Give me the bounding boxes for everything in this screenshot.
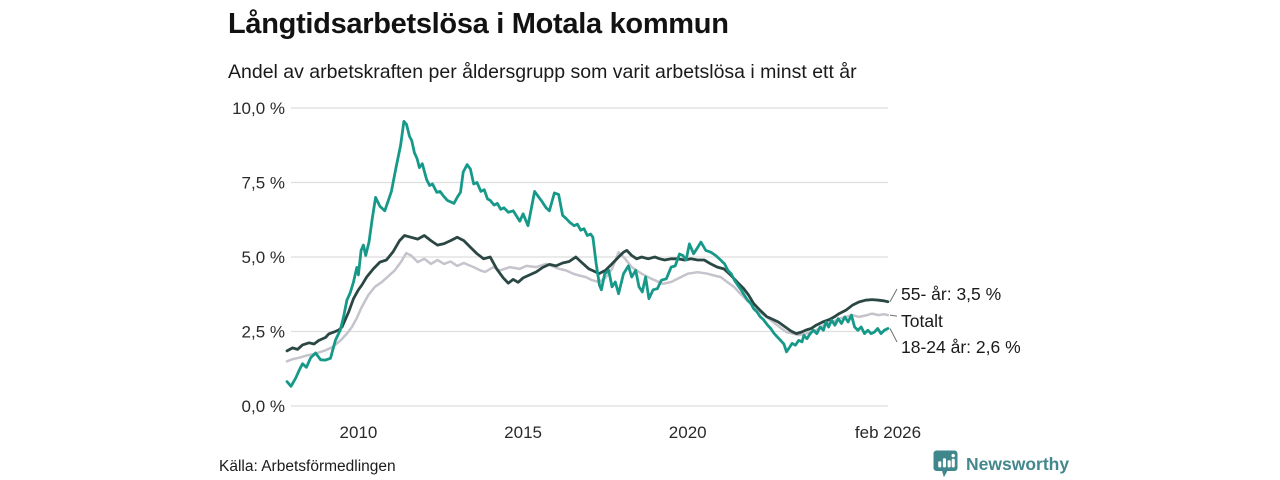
x-tick-label: 2010: [340, 423, 378, 442]
series-end-label-18-24 år: 18-24 år: 2,6 %: [901, 337, 1021, 357]
y-tick-label: 2,5 %: [242, 323, 285, 342]
source-note: Källa: Arbetsförmedlingen: [219, 458, 396, 475]
x-tick-label: feb 2026: [855, 423, 921, 442]
page-title: Långtidsarbetslösa i Motala kommun: [228, 8, 729, 40]
series-18-24 år: [285, 120, 890, 388]
series-end-label-Totalt: Totalt: [901, 311, 943, 331]
y-tick-label: 7,5 %: [242, 174, 285, 193]
y-tick-label: 0,0 %: [242, 397, 285, 416]
y-tick-label: 10,0 %: [232, 99, 285, 118]
brand-logo: Newsworthy: [933, 450, 1069, 478]
x-tick-label: 2020: [669, 423, 707, 442]
label-connector: [889, 288, 898, 302]
y-tick-label: 5,0 %: [242, 248, 285, 267]
label-connector: [889, 328, 898, 343]
chart-subtitle: Andel av arbetskraften per åldersgrupp s…: [228, 61, 857, 83]
newsworthy-icon: [933, 450, 958, 478]
brand-name: Newsworthy: [966, 453, 1070, 474]
x-tick-label: 2015: [504, 423, 542, 442]
series-end-label-55- år: 55- år: 3,5 %: [901, 284, 1001, 304]
series-55- år: [285, 234, 890, 353]
label-connector: [889, 314, 898, 317]
